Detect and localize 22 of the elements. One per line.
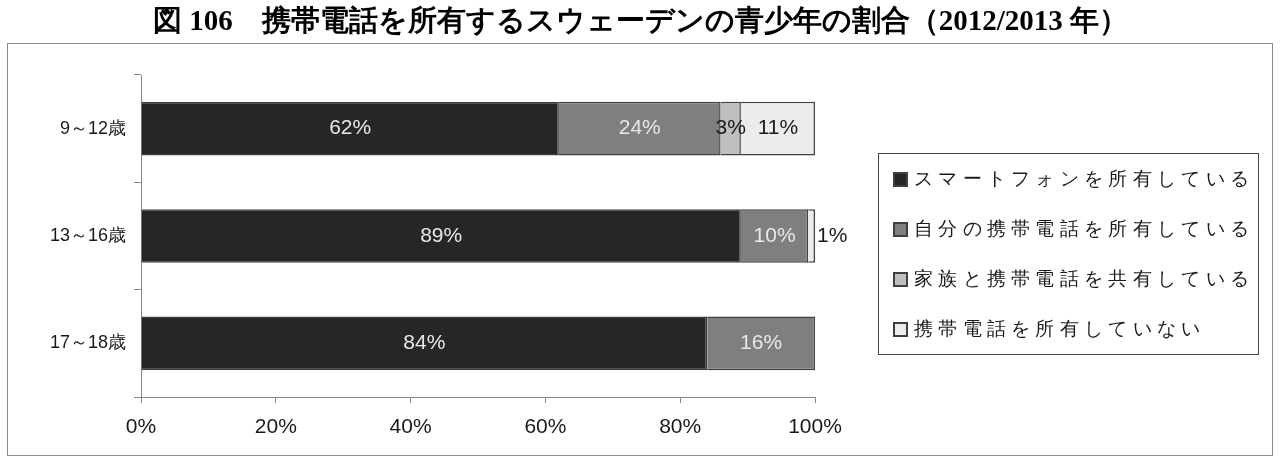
data-label: 10% bbox=[753, 222, 796, 246]
y-tick-label: 13～16歳 bbox=[49, 224, 126, 245]
x-tick-label: 80% bbox=[659, 414, 702, 438]
x-tick-label: 100% bbox=[788, 414, 842, 438]
legend-label: 家族と携帯電話を共有している bbox=[914, 267, 1255, 291]
data-label: 84% bbox=[403, 330, 446, 354]
data-label: 24% bbox=[618, 115, 661, 139]
legend-label: 自分の携帯電話を所有している bbox=[914, 217, 1255, 241]
x-tick-label: 40% bbox=[389, 414, 432, 438]
y-tick-label: 17～18歳 bbox=[49, 332, 126, 353]
y-tick-label: 9～12歳 bbox=[59, 117, 126, 138]
x-tick-label: 20% bbox=[254, 414, 297, 438]
x-tick-label: 60% bbox=[524, 414, 567, 438]
chart-title: 図 106 携帯電話を所有するスウェーデンの青少年の割合（2012/2013 年） bbox=[151, 3, 1130, 38]
x-tick-label: 0% bbox=[125, 414, 157, 438]
legend-label: 携帯電話を所有していない bbox=[914, 317, 1206, 341]
data-label: 1% bbox=[817, 222, 848, 246]
data-label: 62% bbox=[329, 115, 372, 139]
data-label: 11% bbox=[757, 115, 799, 139]
data-label: 89% bbox=[420, 222, 463, 246]
data-label: 16% bbox=[740, 330, 783, 354]
legend-label: スマートフォンを所有している bbox=[914, 167, 1255, 191]
